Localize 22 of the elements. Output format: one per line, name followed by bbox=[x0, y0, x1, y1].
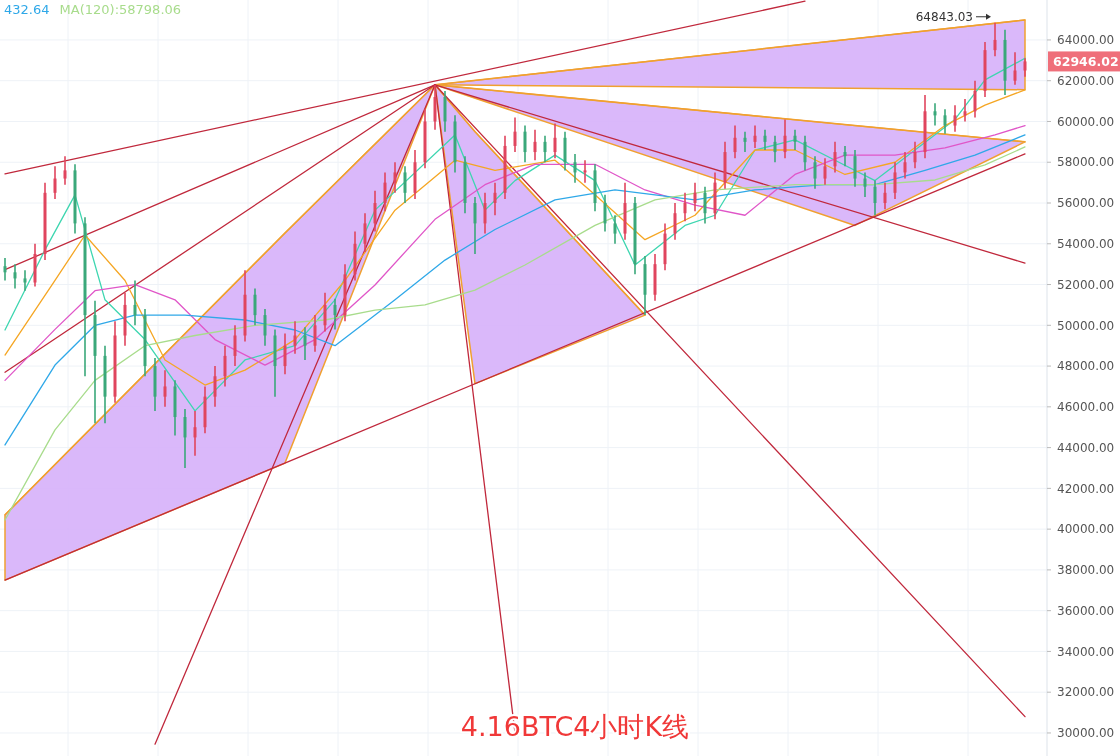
y-tick-label: 64000.00 bbox=[1057, 33, 1115, 48]
y-tick-label: 56000.00 bbox=[1057, 196, 1115, 211]
y-tick-label: 58000.00 bbox=[1057, 155, 1115, 170]
annotation: 64843.03 bbox=[915, 9, 973, 24]
text: 62946.02 bbox=[1053, 53, 1119, 69]
y-tick-label: 44000.00 bbox=[1057, 440, 1115, 455]
y-tick-label: 38000.00 bbox=[1057, 563, 1115, 578]
y-tick-label: 40000.00 bbox=[1057, 522, 1115, 537]
y-tick-label: 32000.00 bbox=[1057, 685, 1115, 700]
y-tick-label: 30000.00 bbox=[1057, 726, 1115, 741]
y-tick-label: 62000.00 bbox=[1057, 73, 1115, 88]
y-tick-label: 60000.00 bbox=[1057, 114, 1115, 129]
y-tick-label: 52000.00 bbox=[1057, 277, 1115, 292]
y-tick-label: 48000.00 bbox=[1057, 359, 1115, 374]
y-tick-label: 50000.00 bbox=[1057, 318, 1115, 333]
y-tick-label: 46000.00 bbox=[1057, 400, 1115, 415]
y-tick-label: 42000.00 bbox=[1057, 481, 1115, 496]
y-tick-label: 34000.00 bbox=[1057, 644, 1115, 659]
text: MA(120):58798.06 bbox=[59, 2, 182, 17]
y-tick-label: 54000.00 bbox=[1057, 236, 1115, 251]
text: 432.64 bbox=[4, 2, 50, 17]
y-tick-label: 36000.00 bbox=[1057, 603, 1115, 618]
